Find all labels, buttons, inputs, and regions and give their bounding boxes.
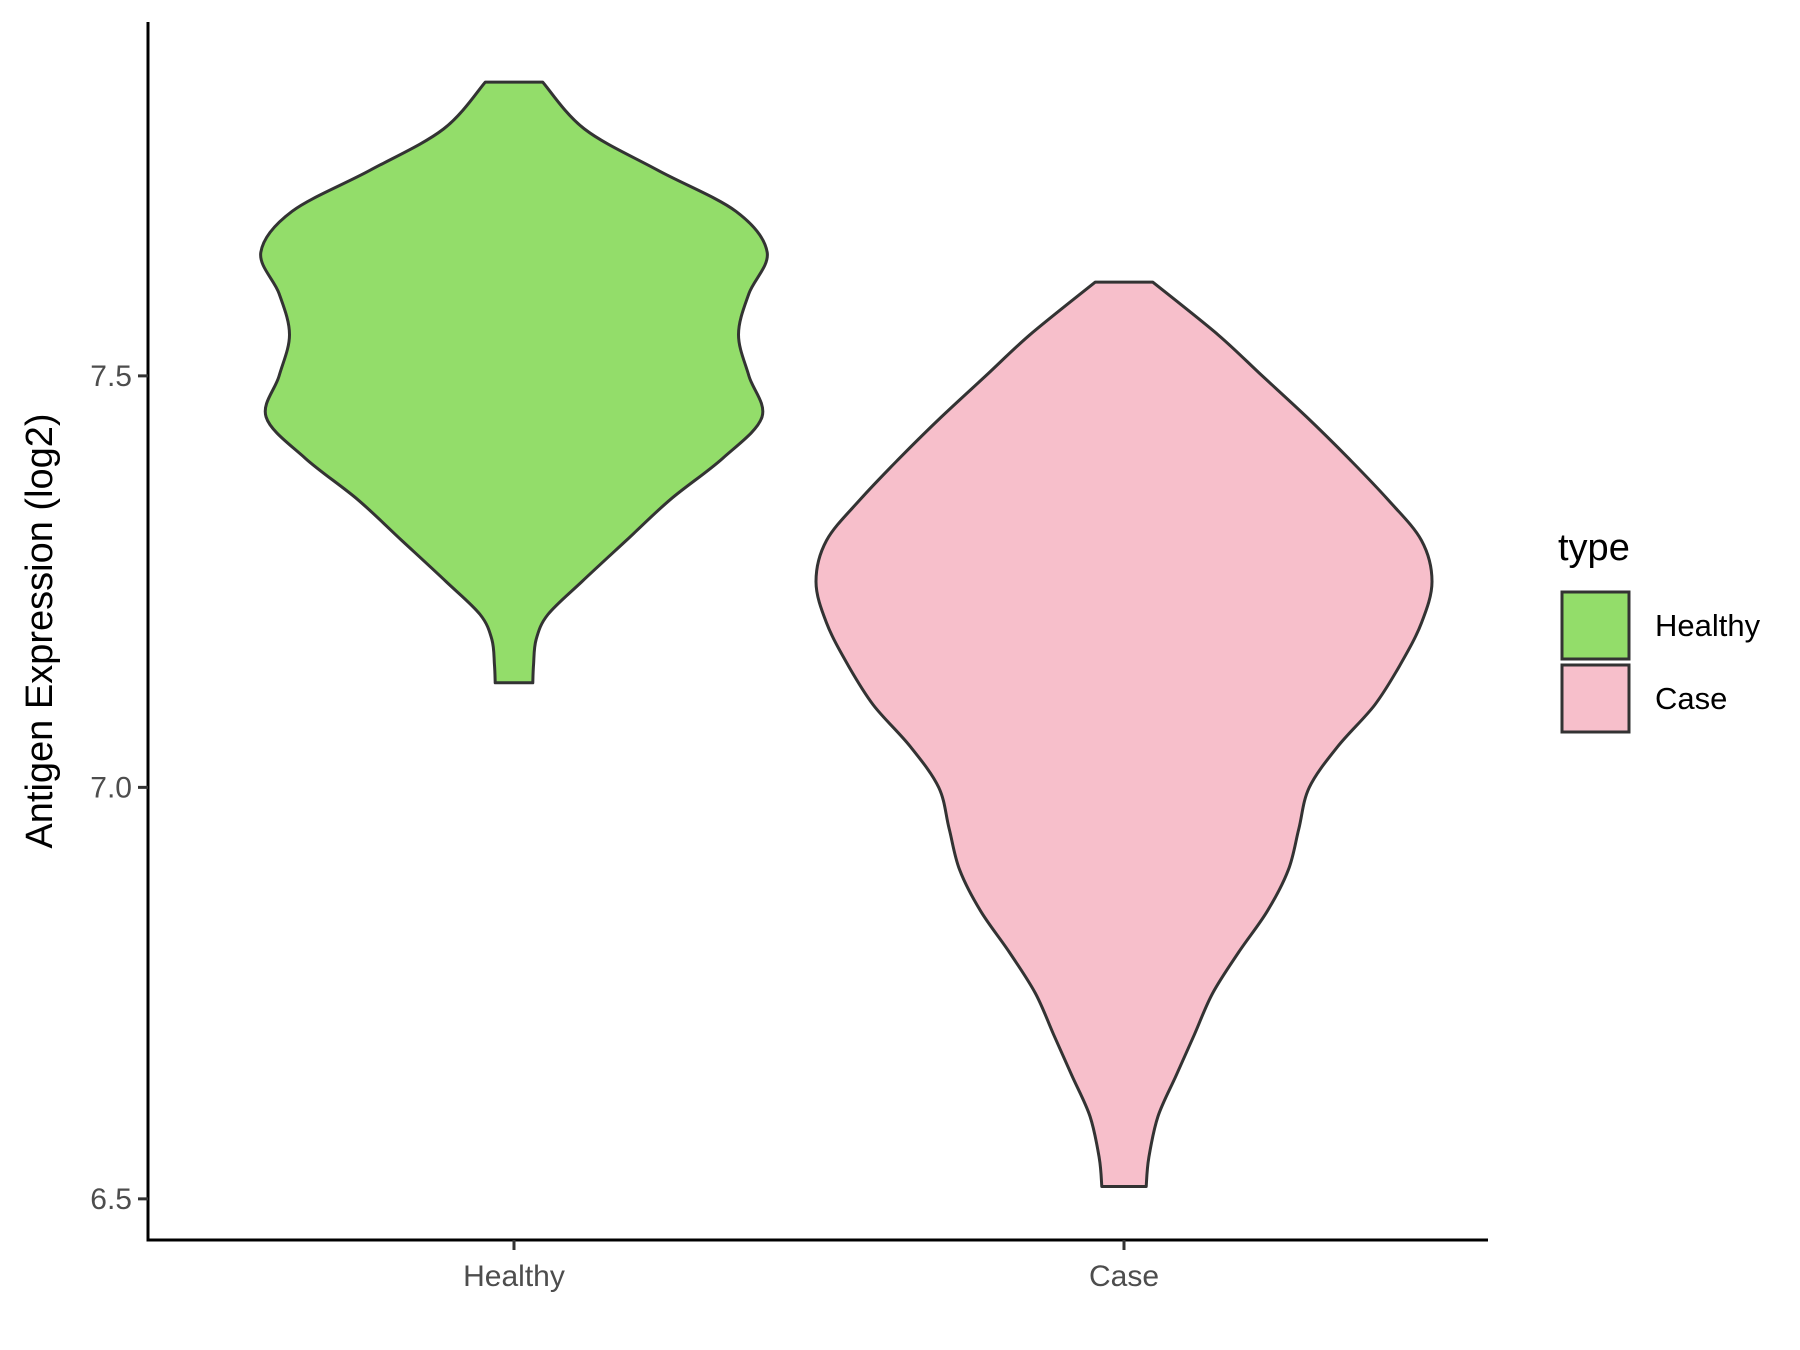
y-axis-title: Antigen Expression (log2) [19,413,61,848]
legend-label-case: Case [1655,681,1727,716]
violins-layer [259,80,1434,1188]
legend-key-healthy [1560,590,1631,661]
violin-case [814,280,1434,1188]
legend: type Healthy Case [1558,527,1761,734]
y-tick-label: 6.5 [90,1183,132,1216]
violin-healthy [259,80,769,685]
legend-label-healthy: Healthy [1655,608,1761,643]
legend-title: type [1558,527,1630,569]
legend-key-case [1560,663,1631,734]
x-tick-label: Healthy [463,1260,565,1293]
x-tick-label: Case [1089,1260,1159,1293]
y-tick-label: 7.0 [90,771,132,804]
y-ticks: 6.5 7.0 7.5 [90,360,148,1216]
legend-items: Healthy Case [1560,590,1761,734]
y-tick-label: 7.5 [90,360,132,393]
x-ticks: Healthy Case [463,1240,1159,1293]
